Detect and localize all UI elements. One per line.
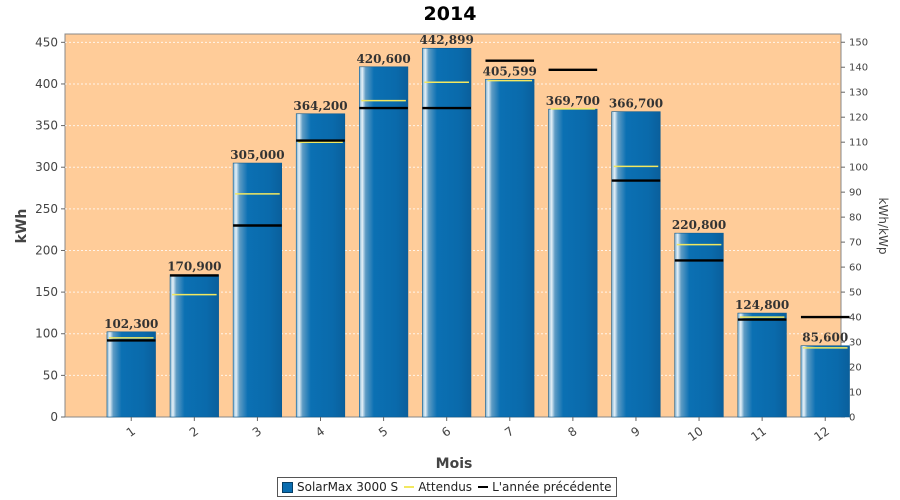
bar [485, 78, 535, 418]
legend-item-bars: SolarMax 3000 S [282, 480, 398, 494]
bar-value-label: 124,800 [735, 298, 789, 312]
legend-item-previous-year: L'année précédente [478, 480, 612, 494]
y-right-tick-label: 70 [849, 238, 862, 249]
bar-value-label: 85,600 [802, 331, 848, 345]
legend-item-expected: Attendus [404, 480, 472, 494]
legend: SolarMax 3000 S Attendus L'année précéde… [277, 477, 617, 497]
markers [106, 59, 850, 349]
y-tick-label: 200 [35, 243, 58, 257]
bar [422, 47, 472, 418]
bar [295, 113, 346, 418]
x-tick-label: 3 [250, 424, 264, 440]
y-right-tick-label: 80 [849, 213, 862, 224]
y-right-tick-label: 100 [849, 163, 868, 174]
bar [800, 345, 850, 418]
y-right-tick-label: 10 [849, 388, 862, 399]
bar-value-label: 420,600 [356, 52, 410, 66]
bars [106, 47, 850, 418]
y-axis-left: 0 50 100 150 200 250 300 350 400 450 [35, 35, 65, 424]
bar [106, 331, 156, 418]
y-axis-right-label: kWh/kWp [876, 198, 890, 255]
bar-value-label: 366,700 [609, 97, 663, 111]
x-tick-label: 2 [187, 424, 201, 440]
chart-title: 2014 [424, 3, 477, 25]
x-tick-label: 10 [685, 424, 706, 444]
data-labels: 102,300 170,900 305,000 364,200 420,600 442,8… [104, 33, 848, 344]
bar [232, 162, 283, 418]
y-right-tick-label: 130 [849, 88, 868, 99]
y-tick-label: 450 [35, 35, 58, 49]
y-right-tick-label: 120 [849, 113, 868, 124]
y-tick-label: 100 [35, 327, 58, 341]
y-axis-right: 0 10 20 30 40 50 60 70 80 90 100 110 120 130 140 150 [841, 38, 868, 424]
y-right-tick-label: 150 [849, 38, 868, 49]
x-tick-label: 4 [313, 424, 327, 440]
y-axis-label: kWh [14, 209, 30, 244]
bar-value-label: 170,900 [167, 260, 221, 274]
y-right-tick-label: 60 [849, 263, 862, 274]
bar-value-label: 102,300 [104, 317, 158, 331]
bar [548, 108, 598, 418]
y-right-tick-label: 40 [849, 313, 862, 324]
legend-label-bars: SolarMax 3000 S [297, 480, 399, 494]
x-tick-label: 5 [376, 424, 390, 440]
x-tick-label: 9 [628, 424, 642, 440]
bar-value-label: 305,000 [230, 148, 284, 162]
y-right-tick-label: 0 [849, 413, 855, 424]
legend-label-previous-year: L'année précédente [492, 480, 612, 494]
bar [611, 111, 661, 418]
legend-swatch-expected [404, 486, 415, 488]
x-tick-label: 11 [748, 424, 769, 444]
y-tick-label: 150 [35, 285, 58, 299]
bar [359, 66, 409, 418]
bar-value-label: 442,899 [420, 33, 474, 47]
legend-label-expected: Attendus [418, 480, 473, 494]
x-tick-label: 1 [124, 424, 138, 440]
y-tick-label: 50 [43, 368, 58, 382]
y-right-tick-label: 90 [849, 188, 862, 199]
y-tick-label: 350 [35, 119, 58, 133]
bar [737, 312, 787, 418]
x-axis: 1 2 3 4 5 6 7 8 9 10 11 12 [124, 417, 832, 444]
bar [674, 232, 724, 418]
y-tick-label: 0 [50, 410, 58, 424]
legend-swatch-previous-year [478, 486, 489, 488]
bar [169, 274, 219, 418]
y-right-tick-label: 140 [849, 63, 868, 74]
y-right-tick-label: 20 [849, 363, 862, 374]
y-tick-label: 300 [35, 160, 58, 174]
x-tick-label: 12 [811, 424, 832, 444]
x-tick-label: 7 [502, 424, 516, 440]
x-tick-label: 8 [565, 424, 579, 440]
y-right-tick-label: 50 [849, 288, 862, 299]
y-right-tick-label: 110 [849, 138, 868, 149]
y-tick-label: 400 [35, 77, 58, 91]
x-axis-label: Mois [436, 456, 473, 472]
bar-value-label: 405,599 [483, 64, 537, 78]
y-tick-label: 250 [35, 202, 58, 216]
bar-value-label: 220,800 [672, 218, 726, 232]
legend-swatch-bars [282, 481, 293, 493]
bar-value-label: 369,700 [546, 94, 600, 108]
x-tick-label: 6 [439, 424, 453, 440]
bar-value-label: 364,200 [293, 99, 347, 113]
y-right-tick-label: 30 [849, 338, 862, 349]
